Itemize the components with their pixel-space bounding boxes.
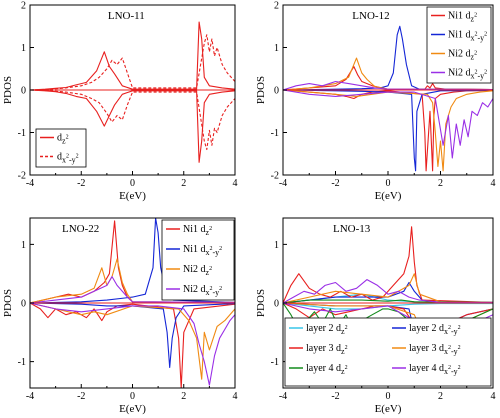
legend-label: Ni1 dx2-y2: [183, 244, 222, 257]
y-tick-label: -1: [271, 357, 279, 368]
legend-label: Ni2 dz2: [183, 264, 212, 277]
legend-label: layer 2 dz2: [306, 323, 348, 336]
legend-label: Ni2 dx2-y2: [448, 68, 487, 81]
y-tick-label: 0: [274, 86, 279, 97]
series-line-7: [283, 80, 493, 91]
x-tick-label: -2: [331, 178, 339, 189]
series-group: [283, 25, 493, 172]
legend: dz2 dx2-y2: [35, 128, 87, 168]
x-axis-title: E(eV): [119, 403, 146, 415]
x-tick-label: 2: [438, 178, 443, 189]
x-axis-title: E(eV): [375, 403, 402, 415]
y-tick-label: 1: [21, 43, 26, 54]
y-axis-title: PDOS: [255, 76, 267, 104]
x-tick-label: -4: [26, 391, 34, 402]
x-tick-label: 0: [386, 178, 391, 189]
legend-label: Ni1 dz2: [183, 224, 212, 237]
legend: Ni1 dz2 Ni1 dx2-y2 Ni2 dz2 Ni2 dx2-y2: [426, 6, 492, 84]
series-line-1: [30, 21, 235, 91]
x-tick-label: 0: [386, 391, 391, 402]
panel-title: LNO-11: [108, 10, 145, 22]
series-line-8: [283, 89, 493, 159]
y-tick-label: 0: [21, 299, 26, 310]
series-line-4: [30, 302, 235, 369]
x-tick-label: 4: [233, 178, 238, 189]
series-group: [30, 21, 235, 163]
series-line-5: [283, 226, 493, 304]
legend-label: layer 2 dx2-y2: [409, 323, 461, 336]
series-line-2: [30, 89, 235, 163]
y-axis-title: PDOS: [255, 289, 267, 317]
series-line-2: [30, 302, 235, 388]
y-tick-label: -1: [18, 357, 26, 368]
series-line-6: [283, 89, 493, 172]
panel-title: LNO-13: [333, 223, 371, 235]
series-line-6: [30, 302, 235, 380]
y-tick-label: -1: [18, 128, 26, 139]
series-line-8: [30, 302, 235, 386]
legend-label: layer 3 dz2: [306, 343, 348, 356]
legend-label: Ni2 dz2: [448, 49, 477, 62]
x-tick-label: 2: [181, 391, 186, 402]
y-tick-label: 1: [21, 240, 26, 251]
legend-box: [161, 219, 235, 301]
legend-box: [426, 6, 492, 84]
legend-box: [35, 128, 87, 168]
x-axis-title: E(eV): [375, 190, 402, 202]
legend-label: Ni1 dx2-y2: [448, 30, 487, 43]
panel-title: LNO-22: [62, 223, 99, 235]
y-tick-label: -2: [18, 171, 26, 182]
legend: layer 2 dz2 layer 2 dx2-y2 layer 3 dz2 laye…: [284, 317, 492, 387]
legend-label: Ni2 dx2-y2: [183, 284, 222, 297]
y-axis-title: PDOS: [2, 76, 14, 104]
x-tick-label: -2: [77, 391, 85, 402]
legend-label: Ni1 dz2: [448, 11, 477, 24]
legend-box: [284, 317, 492, 387]
panel-title: LNO-12: [352, 10, 389, 22]
x-tick-label: -2: [77, 178, 85, 189]
x-tick-label: 0: [130, 391, 135, 402]
x-tick-label: -4: [26, 178, 34, 189]
x-tick-label: 4: [233, 391, 238, 402]
series-line-2: [283, 89, 493, 172]
legend: Ni1 dz2 Ni1 dx2-y2 Ni2 dz2 Ni2 dx2-y2: [161, 219, 235, 301]
x-tick-label: -2: [331, 391, 339, 402]
x-tick-label: 2: [181, 178, 186, 189]
y-tick-label: -1: [271, 128, 279, 139]
legend-label: layer 4 dx2-y2: [409, 363, 461, 376]
x-tick-label: -4: [279, 391, 287, 402]
x-tick-label: 4: [491, 391, 496, 402]
series-line-3: [283, 25, 493, 91]
series-line-3: [30, 34, 235, 91]
x-tick-label: 4: [491, 178, 496, 189]
series-line-9: [283, 299, 493, 304]
y-axis-title: PDOS: [2, 289, 14, 317]
y-tick-label: 2: [21, 1, 26, 12]
legend-label: dx2-y2: [57, 152, 79, 165]
chart-panel-3: -4 -2 0 2 4 -1 0 1 E(eV) PDOS LNO-22 Ni1 dz2 Ni1 dx2…: [2, 217, 238, 415]
legend-label: layer 3 dx2-y2: [409, 343, 461, 356]
y-tick-label: 1: [274, 240, 279, 251]
series-line-4: [283, 89, 493, 172]
series-line-7: [283, 273, 493, 304]
legend-label: layer 4 dz2: [306, 363, 348, 376]
x-tick-label: 2: [438, 391, 443, 402]
x-tick-label: 0: [130, 178, 135, 189]
x-axis-title: E(eV): [119, 190, 146, 202]
y-tick-label: -2: [271, 171, 279, 182]
y-tick-label: 0: [21, 86, 26, 97]
series-line-11: [283, 279, 493, 304]
y-tick-label: 0: [274, 299, 279, 310]
legend-label: dz2: [57, 133, 69, 146]
series-line-4: [30, 89, 235, 151]
series-line-7: [30, 276, 235, 304]
y-tick-label: 2: [274, 1, 279, 12]
x-tick-label: -4: [279, 178, 287, 189]
y-tick-label: 1: [274, 43, 279, 54]
